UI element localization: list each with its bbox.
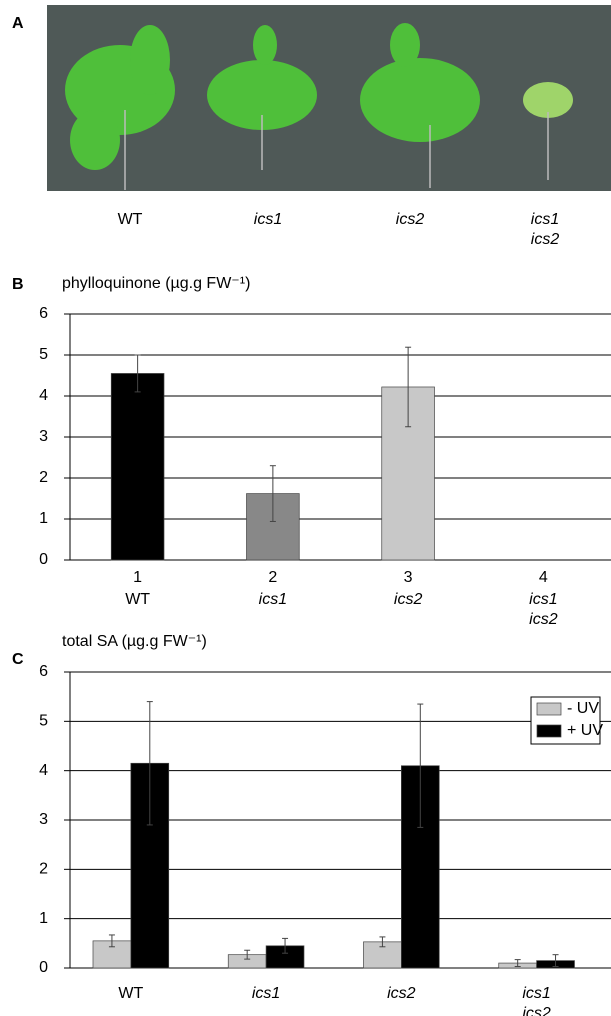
y-tick-label: 4 [39,387,48,404]
x-category-name: ics1 [258,591,288,608]
legend-swatch [536,724,562,738]
x-category-name: WT [125,591,151,608]
y-tick-label: 5 [39,713,48,730]
y-tick-label: 0 [39,959,48,976]
panel-label: C [12,651,24,668]
x-tick-label: 3 [403,569,413,586]
x-category-name: ics2 [393,591,423,608]
x-tick-label: 4 [538,569,548,586]
y-tick-label: 6 [39,305,48,322]
x-tick-label: 2 [268,569,278,586]
y-tick-label: 4 [39,762,48,779]
plants [65,23,573,170]
plant-label: WT [117,211,143,228]
y-tick-label: 0 [39,551,48,568]
plant-label: ics1 ics2 [530,211,560,248]
x-tick-label: ics1 [251,985,281,1002]
y-tick-label: 2 [39,861,48,878]
panel-label: B [12,276,24,293]
legend-swatch [536,702,562,716]
legend-label: - UV [567,700,599,717]
y-tick-label: 2 [39,469,48,486]
x-category-name: ics1 ics2 [529,591,558,628]
x-tick-label: ics2 [387,985,416,1002]
roots [124,110,549,190]
plant-label: ics1 [253,211,283,228]
y-axis-label: total SA (µg.g FW⁻¹) [62,633,207,650]
plant-label: ics2 [395,211,425,228]
panel-label: A [12,15,24,32]
y-tick-label: 3 [39,811,48,828]
legend-label: + UV [567,722,603,739]
y-tick-label: 1 [39,910,48,927]
x-tick-label: WT [118,985,144,1002]
bar [110,373,165,561]
x-tick-label: ics1 ics2 [522,985,551,1016]
x-tick-label: 1 [133,569,143,586]
y-tick-label: 1 [39,510,48,527]
y-tick-label: 3 [39,428,48,445]
y-axis-label: phylloquinone (µg.g FW⁻¹) [62,275,250,292]
y-tick-label: 5 [39,346,48,363]
y-tick-label: 6 [39,663,48,680]
